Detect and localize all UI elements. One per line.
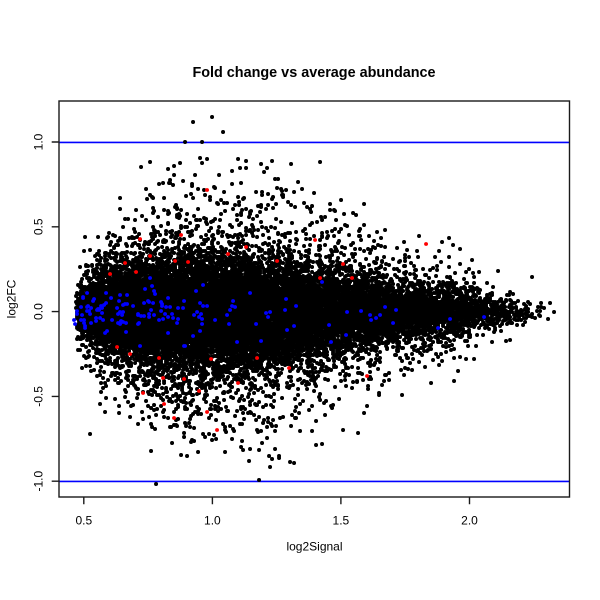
svg-text:0.5: 0.5 — [31, 218, 45, 235]
svg-text:1.0: 1.0 — [31, 133, 45, 150]
svg-text:-0.5: -0.5 — [31, 386, 45, 407]
svg-text:0.0: 0.0 — [31, 303, 45, 320]
svg-text:-1.0: -1.0 — [31, 471, 45, 492]
svg-text:1.5: 1.5 — [333, 514, 350, 528]
svg-text:Fold change vs average abundan: Fold change vs average abundance — [192, 65, 435, 81]
svg-text:2.0: 2.0 — [461, 514, 478, 528]
svg-text:1.0: 1.0 — [204, 514, 221, 528]
svg-text:log2FC: log2FC — [4, 279, 18, 318]
svg-text:0.5: 0.5 — [75, 514, 92, 528]
svg-text:log2Signal: log2Signal — [286, 540, 342, 554]
